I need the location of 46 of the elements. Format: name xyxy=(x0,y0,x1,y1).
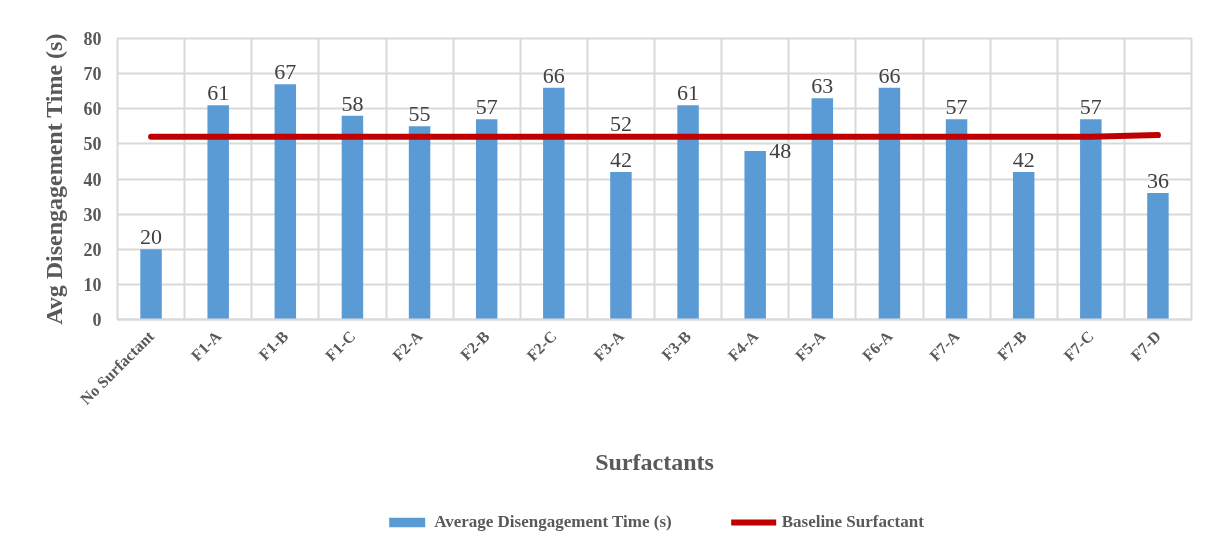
data-label: 61 xyxy=(677,80,700,106)
bar xyxy=(408,126,431,320)
y-tick-label: 0 xyxy=(92,310,102,330)
data-label: 57 xyxy=(475,94,498,120)
data-label: 48 xyxy=(769,137,792,163)
data-label: 61 xyxy=(207,80,230,106)
bar xyxy=(677,105,699,320)
y-tick-label: 80 xyxy=(83,29,102,49)
data-label: 57 xyxy=(1079,94,1102,120)
data-label: 63 xyxy=(811,73,834,99)
bar xyxy=(1012,171,1035,320)
bar xyxy=(1147,193,1169,320)
data-label: 66 xyxy=(878,62,901,88)
y-tick-label: 60 xyxy=(83,99,102,120)
data-label: 20 xyxy=(140,224,163,250)
data-label: 58 xyxy=(341,90,364,116)
x-axis-title: Surfactants xyxy=(595,448,714,475)
y-tick-label: 40 xyxy=(83,169,102,190)
bar xyxy=(543,87,565,320)
bar xyxy=(207,105,229,320)
y-tick-label: 50 xyxy=(83,134,102,155)
data-label: 52 xyxy=(609,110,632,136)
bar xyxy=(140,249,162,320)
bar xyxy=(945,119,968,320)
bar xyxy=(341,115,364,320)
data-label: 55 xyxy=(408,101,431,127)
bar xyxy=(811,98,834,320)
data-label: 42 xyxy=(1012,146,1035,172)
data-label: 66 xyxy=(542,62,565,88)
y-tick-label: 10 xyxy=(83,274,102,295)
y-tick-label: 20 xyxy=(83,239,102,260)
legend-label: Baseline Surfactant xyxy=(781,512,924,532)
bar xyxy=(1080,119,1102,320)
bar xyxy=(274,84,297,320)
data-label: 57 xyxy=(945,94,968,120)
y-tick-label: 70 xyxy=(83,64,102,85)
data-label: 36 xyxy=(1146,168,1169,194)
bar xyxy=(475,119,498,320)
y-axis-title: Avg Disengagement Time (s) xyxy=(40,33,67,325)
legend-label: Average Disengagement Time (s) xyxy=(434,512,672,532)
data-label: 67 xyxy=(274,59,297,85)
y-tick-label: 30 xyxy=(83,204,102,225)
data-label: 42 xyxy=(609,146,632,172)
bar xyxy=(878,87,901,320)
bar xyxy=(744,150,766,320)
bar xyxy=(610,171,632,320)
